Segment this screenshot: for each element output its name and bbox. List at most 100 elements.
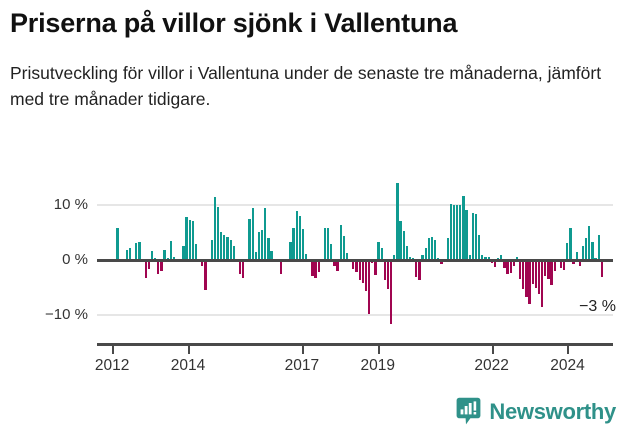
bar [424, 247, 427, 261]
plot-area [97, 177, 613, 332]
bar [336, 260, 339, 271]
bar [204, 260, 207, 291]
bar [421, 255, 424, 261]
bar [446, 237, 449, 261]
bar [415, 260, 418, 277]
bar [330, 243, 333, 261]
bar [591, 242, 594, 261]
bar [389, 260, 393, 325]
bar [185, 217, 188, 261]
bar-chart: 10 % 0 % −10 % −3 % 2012 2014 2017 2019 2022 20… [0, 165, 631, 390]
bar [201, 260, 204, 266]
x-tick-label: 2022 [474, 357, 509, 374]
bar [169, 241, 172, 261]
x-axis-tick [567, 346, 570, 354]
bar [434, 239, 437, 261]
bar [138, 242, 141, 261]
chart-header: Priserna på villor sjönk i Vallentuna Pr… [10, 6, 625, 112]
chart-footer: Newsworthy [0, 393, 631, 433]
bar [345, 252, 349, 261]
x-tick-label: 2024 [550, 357, 585, 374]
bar [399, 220, 402, 261]
bar [430, 236, 434, 261]
bar [393, 255, 396, 261]
bar [531, 260, 534, 284]
y-tick-label: 10 % [53, 195, 88, 213]
bar [147, 260, 150, 269]
bar [383, 260, 386, 280]
bar [251, 208, 254, 261]
bar [301, 229, 305, 261]
bar [292, 228, 295, 261]
gridline [97, 314, 613, 317]
bar [459, 204, 462, 261]
bar [270, 250, 273, 261]
bar [135, 243, 138, 261]
bar [509, 260, 512, 273]
bar [210, 240, 213, 261]
bar [128, 248, 132, 261]
zero-line [97, 258, 613, 262]
bar [191, 221, 195, 261]
bar [264, 208, 267, 261]
bar [402, 231, 405, 261]
bar [220, 232, 223, 261]
bar [314, 260, 317, 279]
bar [248, 218, 251, 261]
bar [355, 260, 358, 273]
bar [352, 260, 355, 270]
bar [182, 245, 185, 261]
newsworthy-logo-text: Newsworthy [489, 398, 616, 424]
bar [528, 260, 531, 305]
bar [260, 230, 264, 261]
bar [380, 247, 383, 261]
bar [144, 260, 147, 278]
x-tick-label: 2017 [284, 357, 320, 374]
bar [116, 227, 119, 261]
bar [374, 260, 377, 275]
bar [226, 236, 229, 261]
bar [160, 260, 163, 272]
gridline [97, 203, 613, 206]
bar [534, 260, 537, 288]
bar [254, 251, 257, 261]
x-axis-tick [377, 346, 380, 354]
newsworthy-logo[interactable]: Newsworthy [456, 397, 616, 426]
bar [465, 210, 468, 261]
bar [575, 251, 578, 261]
bar [541, 260, 544, 307]
bar [242, 260, 245, 278]
bar [572, 260, 575, 265]
bar [503, 260, 506, 269]
bar [518, 260, 522, 280]
bar [327, 228, 330, 261]
bar [456, 204, 459, 261]
bar [581, 246, 585, 261]
bar [525, 260, 528, 297]
y-tick-label: −10 % [45, 306, 88, 324]
bar [223, 234, 226, 261]
bar [484, 256, 487, 261]
bar [585, 237, 588, 261]
bar [358, 260, 361, 280]
bar [361, 260, 364, 284]
bar [600, 260, 604, 277]
bar [427, 238, 430, 261]
bar [157, 260, 160, 275]
bar [597, 235, 600, 261]
bar [364, 260, 368, 292]
x-axis-tick [301, 346, 304, 354]
bar [267, 237, 270, 261]
bar [569, 227, 572, 261]
bar [547, 260, 550, 279]
bar [238, 260, 242, 275]
x-tick-label: 2012 [94, 357, 130, 374]
bar [462, 195, 465, 261]
bar [408, 256, 412, 261]
bar [550, 260, 553, 286]
bar [279, 260, 283, 274]
bar [566, 243, 569, 261]
x-tick-label: 2019 [360, 357, 395, 374]
bar [194, 243, 198, 261]
